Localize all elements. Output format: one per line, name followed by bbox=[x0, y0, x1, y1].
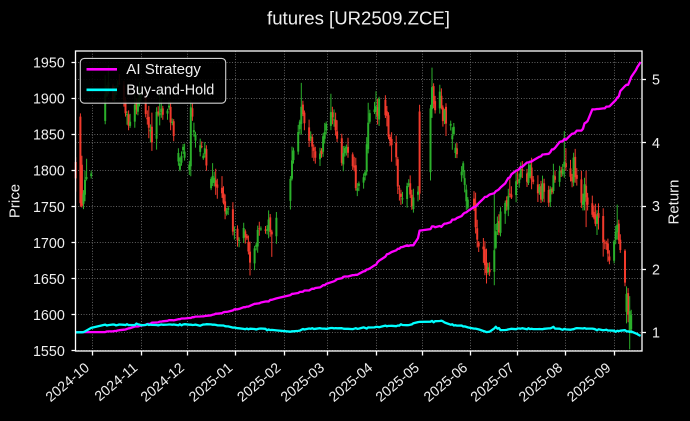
svg-text:Price: Price bbox=[7, 184, 24, 218]
svg-text:Buy-and-Hold: Buy-and-Hold bbox=[126, 83, 214, 99]
svg-text:5: 5 bbox=[652, 73, 660, 89]
svg-text:1550: 1550 bbox=[33, 344, 65, 360]
svg-text:futures [UR2509.ZCE]: futures [UR2509.ZCE] bbox=[267, 8, 450, 29]
svg-text:1850: 1850 bbox=[33, 128, 65, 144]
svg-text:Return: Return bbox=[666, 179, 683, 224]
svg-text:1600: 1600 bbox=[33, 308, 65, 324]
svg-text:AI Strategy: AI Strategy bbox=[126, 61, 201, 78]
svg-text:1700: 1700 bbox=[33, 236, 65, 252]
svg-text:1800: 1800 bbox=[33, 164, 65, 180]
svg-text:1650: 1650 bbox=[33, 272, 65, 288]
svg-text:1900: 1900 bbox=[33, 92, 65, 108]
svg-text:1: 1 bbox=[652, 326, 660, 342]
svg-text:2: 2 bbox=[652, 262, 660, 278]
svg-text:3: 3 bbox=[652, 199, 660, 215]
svg-text:4: 4 bbox=[652, 136, 660, 152]
svg-text:1750: 1750 bbox=[33, 200, 65, 216]
svg-text:1950: 1950 bbox=[33, 56, 65, 72]
